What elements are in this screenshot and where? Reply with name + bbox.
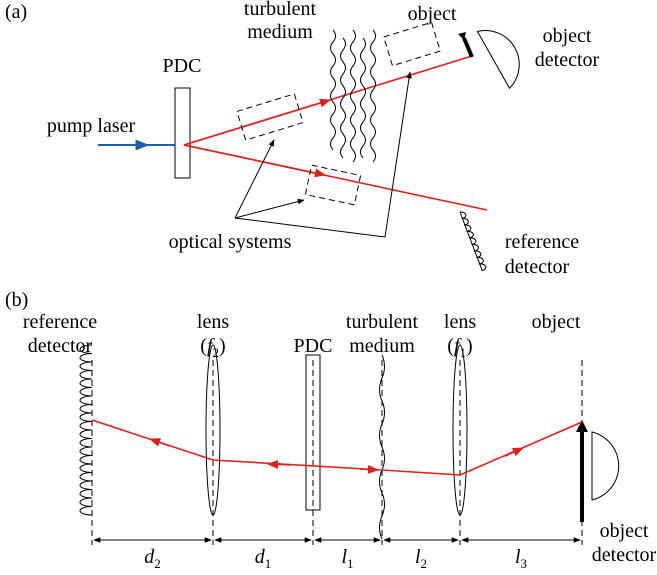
label: PDC <box>294 335 333 357</box>
wave <box>361 38 366 158</box>
label: detector <box>505 256 570 278</box>
label: detector <box>592 544 657 566</box>
pointer <box>235 140 274 218</box>
turbulence <box>331 30 376 162</box>
beam-arrow <box>184 100 330 145</box>
distance-label: d1 <box>255 546 272 571</box>
label: pump laser <box>47 115 136 137</box>
label: object <box>543 25 592 47</box>
panel-label: (a) <box>5 1 27 23</box>
optics-box <box>384 22 441 65</box>
distance-label: l3 <box>515 546 527 571</box>
subscript: 1 <box>347 556 354 571</box>
guides <box>92 360 582 545</box>
label: optical systems <box>169 231 292 253</box>
label: turbulent <box>346 311 419 333</box>
label: turbulent <box>244 0 317 20</box>
ray-arrow <box>505 448 523 456</box>
label: medium <box>349 335 415 357</box>
wave <box>341 38 346 158</box>
subscript: 3 <box>521 556 528 571</box>
label: object <box>408 3 457 25</box>
optics-box <box>305 165 360 205</box>
ray-arrow <box>360 469 378 470</box>
subscript: 1 <box>265 556 272 571</box>
backing <box>460 212 482 270</box>
label: (f1) <box>447 335 472 360</box>
object-detector <box>592 432 619 500</box>
label: (f2) <box>200 335 225 360</box>
paren: ) <box>466 335 473 357</box>
object-detector <box>477 22 526 93</box>
panel-a: (a) turbulent medium object object detec… <box>5 0 600 278</box>
subscript: 2 <box>154 556 161 571</box>
wave <box>351 30 356 162</box>
panel-label: (b) <box>5 289 28 311</box>
label: PDC <box>163 55 202 77</box>
pdc-crystal <box>175 88 190 178</box>
subscript: 2 <box>421 556 428 571</box>
optics-box <box>237 94 303 140</box>
dimensions: d2 d1 l1 l2 l3 <box>94 540 580 571</box>
reference-detector <box>460 212 486 271</box>
label: reference <box>23 311 97 333</box>
bumps <box>80 345 92 515</box>
wave <box>371 30 376 162</box>
label: detector <box>535 49 600 71</box>
reference-detector <box>80 345 92 515</box>
wave <box>331 30 336 150</box>
distance-label: l1 <box>341 546 353 571</box>
pointer <box>235 72 410 237</box>
bumps <box>460 212 486 271</box>
label: object <box>532 311 581 333</box>
ray-arrow <box>268 464 290 465</box>
beam-arrow <box>184 145 325 175</box>
label: lens <box>197 311 229 333</box>
label: object <box>600 520 649 542</box>
distance-label: d2 <box>144 546 161 571</box>
figure: (a) turbulent medium object object detec… <box>0 0 657 575</box>
ray-arrow <box>150 439 170 446</box>
label: medium <box>247 21 313 43</box>
distance-label: l2 <box>415 546 427 571</box>
paren: ) <box>219 335 226 357</box>
pointer <box>235 200 304 218</box>
ray <box>92 420 582 475</box>
label: reference <box>505 231 579 253</box>
panel-b: (b) reference detector lens (f2) PDC tur… <box>5 289 657 571</box>
label: lens <box>444 311 476 333</box>
object-arrow <box>576 420 588 432</box>
object <box>464 38 472 57</box>
